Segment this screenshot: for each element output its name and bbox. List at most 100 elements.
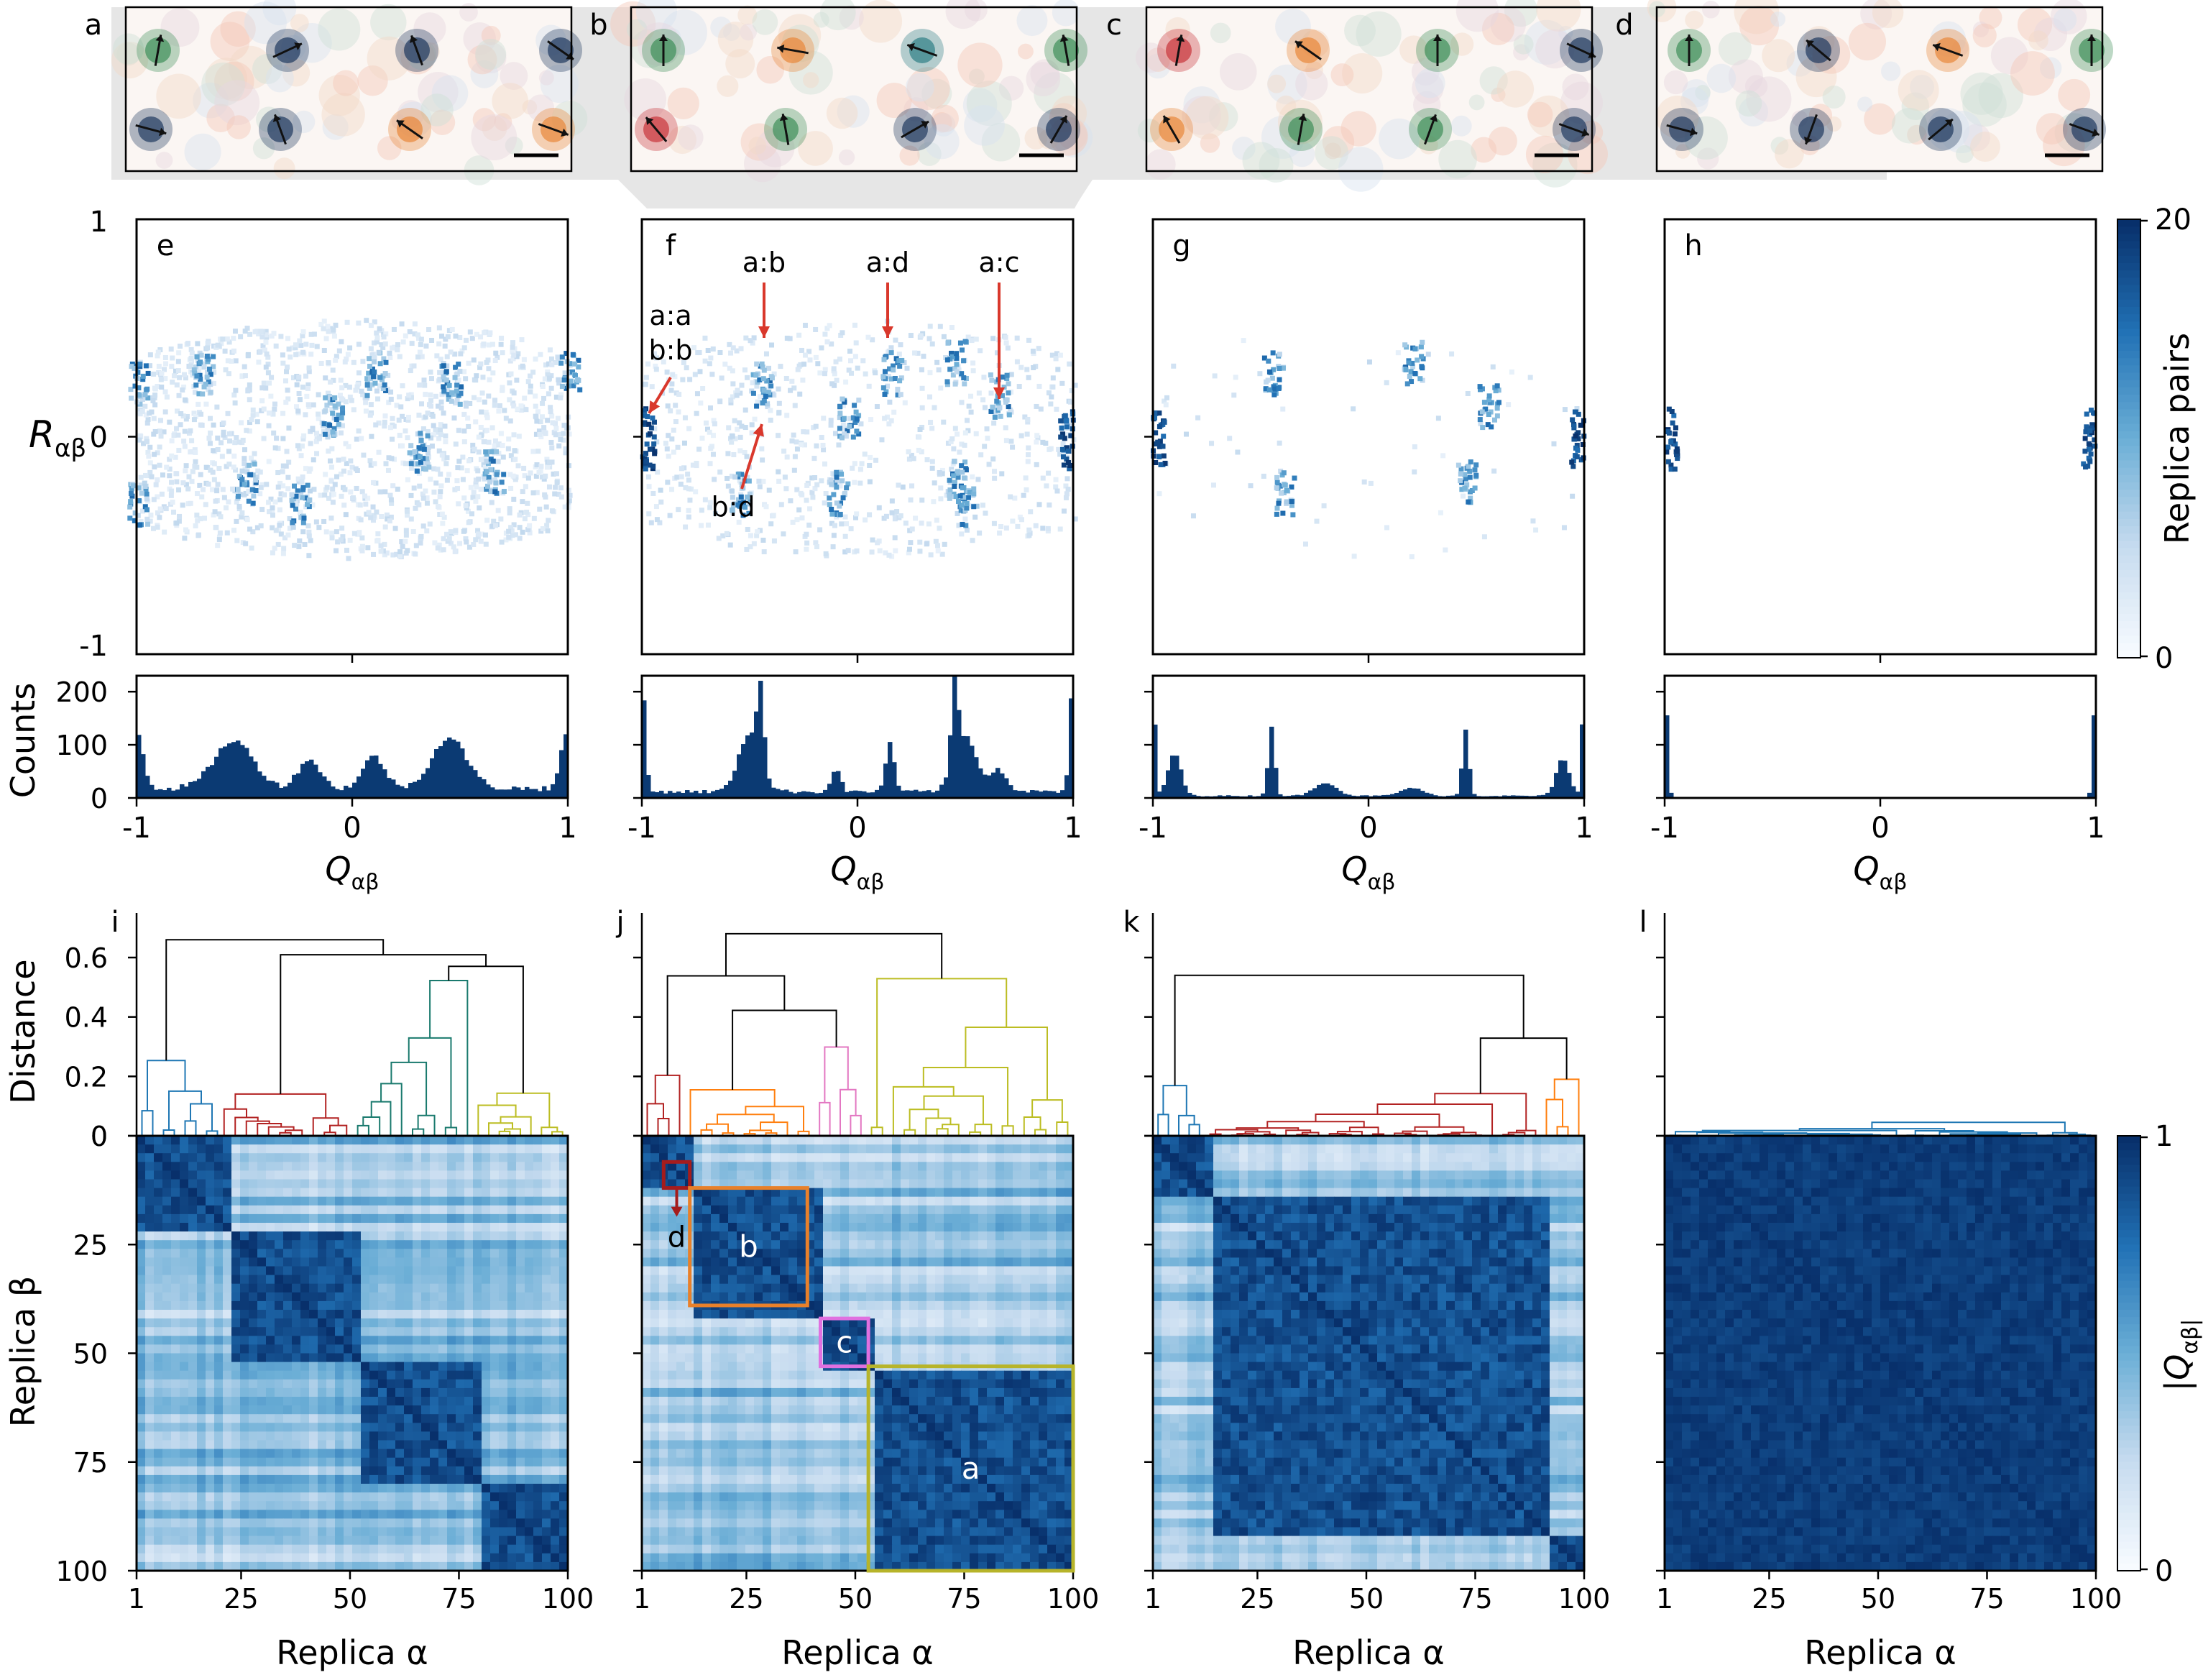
matrix-cell: [447, 1188, 456, 1198]
histogram-bar: [546, 790, 551, 798]
bin: [1008, 439, 1014, 444]
matrix-cell: [318, 1205, 327, 1215]
histogram-bar: [175, 789, 180, 798]
bin-dense: [458, 384, 464, 390]
bin: [729, 473, 735, 479]
matrix-cell: [369, 1170, 379, 1180]
bin: [510, 356, 516, 362]
texture-blob: [624, 78, 666, 121]
bin-dense: [572, 361, 578, 367]
bin: [536, 428, 542, 434]
matrix-cell: [499, 1205, 508, 1215]
texture-blob: [1746, 76, 1792, 122]
bin-edge: [650, 463, 656, 469]
bin: [682, 415, 688, 421]
bin: [167, 473, 173, 479]
matrix-cell: [326, 1249, 336, 1258]
bin: [431, 432, 436, 438]
bin-dense: [323, 395, 328, 400]
bin: [226, 499, 231, 505]
matrix-cell: [361, 1144, 370, 1154]
histogram-bar: [978, 768, 983, 798]
histogram-bar: [1274, 768, 1279, 798]
bin: [424, 500, 430, 506]
matrix-cell: [171, 1153, 180, 1162]
bin: [308, 441, 313, 446]
bin: [479, 409, 484, 415]
texture-blob: [2053, 8, 2077, 32]
bin-dense: [382, 371, 388, 377]
bin: [303, 412, 308, 418]
spin-arrow-head: [1581, 128, 1589, 137]
matrix-cell: [387, 1213, 396, 1224]
histogram-bar: [1052, 791, 1057, 798]
matrix-cell: [326, 1188, 336, 1198]
bin: [336, 457, 341, 463]
x-tick-label: 1: [2087, 812, 2105, 845]
matrix-cell: [223, 1179, 232, 1189]
bin: [883, 513, 889, 519]
bin: [259, 385, 265, 391]
bin-dense: [458, 390, 464, 396]
texture-blob: [717, 22, 754, 58]
dendro-link: [969, 1131, 982, 1136]
matrix-cell: [145, 1257, 155, 1267]
bin: [970, 474, 975, 479]
bin-dense: [364, 382, 370, 388]
bin: [918, 333, 924, 339]
bin: [696, 446, 702, 452]
bin: [433, 427, 438, 433]
bin: [370, 504, 376, 510]
texture-blob: [2028, 30, 2048, 51]
bin: [338, 472, 344, 477]
bin: [328, 379, 334, 385]
matrix-cell: [551, 1144, 560, 1154]
bin: [648, 520, 654, 525]
bin: [331, 334, 337, 339]
bin-dense: [367, 356, 372, 362]
texture-blob: [710, 17, 732, 39]
bin-dense: [747, 491, 753, 497]
dendro-link: [974, 1124, 993, 1136]
bin: [765, 404, 771, 410]
bin: [226, 371, 231, 377]
bin: [813, 354, 819, 360]
bin-edge: [1161, 433, 1167, 439]
bin: [1003, 438, 1009, 444]
bin: [261, 380, 267, 386]
bin-dense: [829, 511, 835, 517]
bin: [486, 393, 492, 399]
bin: [439, 511, 445, 517]
bin-dense: [1289, 499, 1294, 505]
bin: [209, 487, 215, 492]
bin: [1003, 425, 1008, 431]
bin-edge: [1153, 430, 1159, 436]
matrix-cell: [283, 1188, 293, 1198]
matrix-cell: [154, 1249, 163, 1258]
bin-dense: [897, 363, 903, 369]
bin: [502, 408, 507, 413]
matrix-cell: [490, 1136, 500, 1145]
bin: [1034, 462, 1039, 467]
dendro-link: [840, 1088, 857, 1136]
bin-dense: [201, 384, 207, 390]
matrix-cell: [188, 1249, 198, 1258]
bin: [415, 332, 420, 338]
bin: [1050, 384, 1056, 390]
bin: [349, 398, 354, 403]
bin: [143, 412, 149, 418]
matrix-cell: [275, 1196, 284, 1206]
bin-dense: [1410, 364, 1416, 369]
bin: [748, 544, 753, 550]
bin-dense: [962, 381, 967, 387]
histogram-bar: [318, 772, 323, 798]
bin: [453, 441, 459, 447]
bin: [324, 485, 330, 490]
bin-dense: [837, 503, 842, 509]
bin: [286, 346, 292, 352]
bin: [223, 367, 229, 372]
matrix-cell: [559, 1257, 569, 1267]
bin: [400, 413, 405, 419]
matrix-cell: [533, 1162, 543, 1171]
